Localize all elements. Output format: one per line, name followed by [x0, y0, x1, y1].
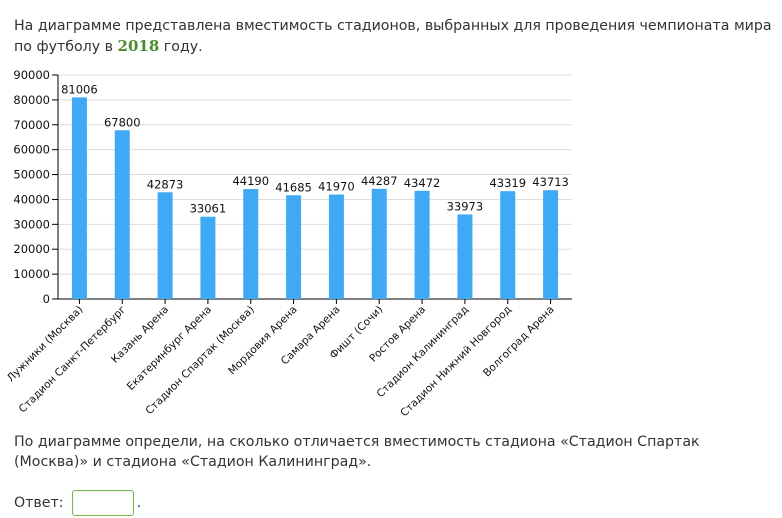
y-tick-label: 0: [43, 292, 50, 306]
y-tick-label: 10000: [13, 267, 50, 281]
question-text: По диаграмме определи, на сколько отлича…: [14, 434, 700, 470]
intro-year: 2018: [117, 37, 160, 55]
bar: [71, 97, 87, 299]
data-label: 44190: [232, 174, 269, 188]
bar: [457, 214, 473, 299]
answer-suffix: .: [136, 495, 142, 511]
y-tick-label: 40000: [13, 192, 50, 206]
answer-label: Ответ:: [14, 495, 64, 511]
stadium-capacity-chart: 0 10000 20000 30000 40000 50000 60000 70000 8000…: [5, 68, 572, 419]
y-tick-label: 90000: [13, 68, 50, 82]
data-label: 33973: [447, 199, 484, 213]
data-label: 67800: [104, 115, 141, 129]
bar: [500, 191, 516, 299]
data-label: 43319: [489, 176, 526, 190]
data-label: 41970: [318, 180, 355, 194]
y-tick-label: 80000: [13, 93, 50, 107]
bar: [243, 189, 259, 299]
x-tick-label: Лужники (Москва): [5, 304, 86, 385]
bar: [286, 195, 302, 299]
data-label: 43472: [404, 176, 441, 190]
y-tick-label: 50000: [13, 168, 50, 182]
y-tick-label: 30000: [13, 217, 50, 231]
bar: [371, 188, 387, 299]
data-label: 44287: [361, 174, 398, 188]
bar: [157, 192, 173, 299]
data-label: 41685: [275, 180, 312, 194]
data-label: 43713: [532, 175, 569, 189]
y-tick-label: 20000: [13, 242, 50, 256]
intro-text: На диаграмме представлена вместимость ст…: [14, 16, 778, 57]
data-label: 42873: [147, 177, 184, 191]
data-label: 81006: [61, 82, 98, 96]
x-tick-label: Волгоград Арена: [481, 304, 557, 380]
answer-input[interactable]: [71, 490, 134, 516]
intro-text-before: На диаграмме представлена вместимость ст…: [14, 18, 772, 55]
bar: [114, 130, 130, 299]
bar: [414, 190, 430, 299]
x-tick-label: Екатеринбург Арена: [125, 304, 214, 393]
data-label: 33061: [190, 202, 227, 216]
answer-row: Ответ: .: [14, 488, 141, 518]
y-tick-label: 70000: [13, 118, 50, 132]
bar: [328, 194, 344, 299]
bar: [543, 190, 559, 299]
y-tick-label: 60000: [13, 143, 50, 157]
bar: [200, 216, 216, 299]
intro-text-after: году.: [159, 39, 203, 55]
